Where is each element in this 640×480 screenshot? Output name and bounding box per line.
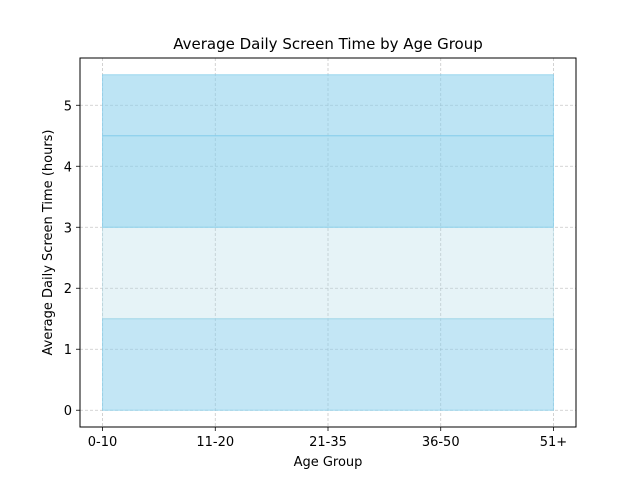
x-tick-label: 11-20 (196, 435, 234, 450)
x-tick-label: 36-50 (422, 435, 460, 450)
area-band-2 (102, 226, 554, 320)
y-tick-label: 0 (64, 404, 72, 419)
x-axis-title: Age Group (294, 455, 363, 470)
y-tick-label: 2 (64, 282, 72, 297)
y-tick-label: 3 (64, 221, 72, 236)
chart-title: Average Daily Screen Time by Age Group (173, 35, 483, 53)
x-tick-label: 51+ (540, 435, 567, 450)
x-tick-label: 21-35 (309, 435, 347, 450)
y-tick-label: 1 (64, 343, 72, 358)
y-tick-label: 4 (64, 160, 72, 175)
area-band-3 (102, 135, 554, 228)
tick-layer: 0-10 11-20 21-35 36-50 51+ 0 1 2 3 4 5 (64, 99, 567, 450)
area-band-4 (102, 74, 554, 137)
x-tick-label: 0-10 (88, 435, 118, 450)
area-band-1 (102, 318, 554, 411)
y-tick-label: 5 (64, 99, 72, 114)
band-layer (102, 74, 554, 411)
y-axis-title: Average Daily Screen Time (hours) (41, 129, 56, 355)
